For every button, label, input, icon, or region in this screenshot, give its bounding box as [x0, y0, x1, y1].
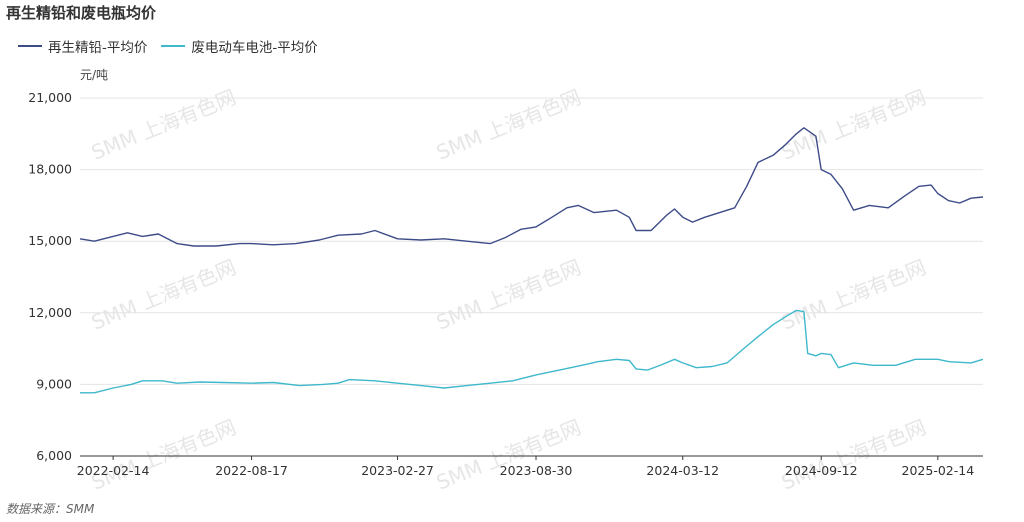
- legend-label-battery: 废电动车电池-平均价: [191, 40, 318, 56]
- legend-item-battery[interactable]: 废电动车电池-平均价: [161, 36, 318, 56]
- legend-item-lead[interactable]: 再生精铅-平均价: [18, 36, 147, 56]
- legend-swatch-battery: [161, 45, 186, 47]
- x-tick-label: 2024-09-12: [785, 463, 858, 478]
- legend-label-lead: 再生精铅-平均价: [48, 40, 148, 56]
- watermark-text: SMM 上海有色网: [433, 85, 584, 165]
- x-tick-label: 2022-08-17: [215, 463, 288, 478]
- data-source: 数据来源：SMM: [6, 502, 95, 516]
- y-tick-label: 6,000: [36, 448, 72, 463]
- x-tick-label: 2023-02-27: [361, 463, 434, 478]
- watermark-text: SMM 上海有色网: [433, 415, 584, 495]
- watermark-text: SMM 上海有色网: [778, 415, 929, 495]
- watermark-text: SMM 上海有色网: [433, 255, 584, 335]
- y-tick-label: 21,000: [28, 90, 72, 105]
- chart-legend: 再生精铅-平均价 废电动车电池-平均价: [18, 36, 332, 56]
- series-line-battery: [80, 309, 984, 394]
- watermark-text: SMM 上海有色网: [778, 255, 929, 335]
- chart-title: 再生精铅和废电瓶均价: [6, 4, 157, 22]
- x-tick-label: 2022-02-14: [77, 463, 150, 478]
- y-tick-label: 12,000: [28, 305, 72, 320]
- y-tick-label: 9,000: [36, 376, 72, 391]
- watermark-text: SMM 上海有色网: [88, 255, 239, 335]
- x-tick-label: 2025-02-14: [902, 463, 975, 478]
- series-line-lead: [79, 127, 984, 247]
- watermark-text: SMM 上海有色网: [88, 415, 239, 495]
- legend-swatch-lead: [18, 45, 42, 47]
- y-tick-label: 15,000: [28, 233, 72, 248]
- watermark-text: SMM 上海有色网: [778, 85, 929, 165]
- y-tick-label: 18,000: [28, 162, 72, 177]
- x-tick-label: 2024-03-12: [646, 463, 719, 478]
- y-axis-unit: 元/吨: [80, 68, 109, 82]
- watermark-text: SMM 上海有色网: [88, 85, 239, 165]
- x-tick-label: 2023-08-30: [500, 463, 573, 478]
